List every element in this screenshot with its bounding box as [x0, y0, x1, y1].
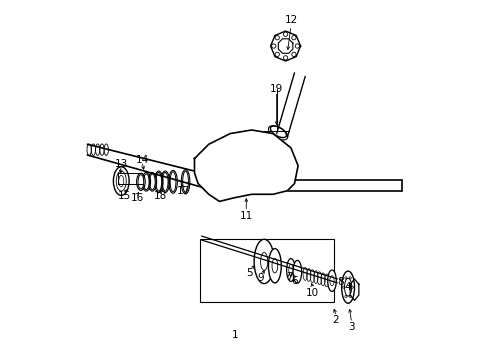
Text: 9: 9	[257, 273, 264, 283]
Text: 15: 15	[118, 191, 131, 201]
Bar	[200, 239, 333, 302]
Text: 1: 1	[232, 330, 239, 341]
Ellipse shape	[143, 174, 149, 190]
Text: 2: 2	[332, 315, 338, 325]
Text: 10: 10	[305, 288, 318, 297]
Ellipse shape	[254, 239, 274, 284]
Text: 8: 8	[337, 277, 344, 287]
Text: 12: 12	[284, 15, 297, 25]
Ellipse shape	[341, 271, 354, 303]
Ellipse shape	[138, 175, 143, 189]
Ellipse shape	[257, 244, 270, 279]
Ellipse shape	[286, 258, 295, 282]
Text: 3: 3	[347, 322, 354, 332]
Ellipse shape	[170, 172, 176, 192]
Ellipse shape	[327, 270, 336, 292]
Ellipse shape	[183, 171, 188, 193]
Text: 6: 6	[290, 276, 297, 286]
Text: 11: 11	[239, 211, 252, 221]
Ellipse shape	[268, 249, 281, 283]
Text: 18: 18	[154, 191, 167, 201]
Text: 16: 16	[130, 193, 143, 203]
Text: 17: 17	[177, 186, 190, 196]
Text: 7: 7	[285, 272, 292, 282]
Ellipse shape	[149, 174, 155, 190]
Ellipse shape	[156, 172, 162, 191]
Ellipse shape	[113, 167, 129, 195]
Text: 14: 14	[136, 156, 149, 165]
Ellipse shape	[292, 260, 301, 283]
Polygon shape	[194, 130, 298, 202]
Text: 19: 19	[269, 84, 283, 94]
Ellipse shape	[162, 172, 168, 191]
Text: 4: 4	[344, 282, 351, 292]
Ellipse shape	[270, 126, 286, 138]
Text: 13: 13	[114, 159, 128, 169]
Text: 5: 5	[246, 268, 253, 278]
